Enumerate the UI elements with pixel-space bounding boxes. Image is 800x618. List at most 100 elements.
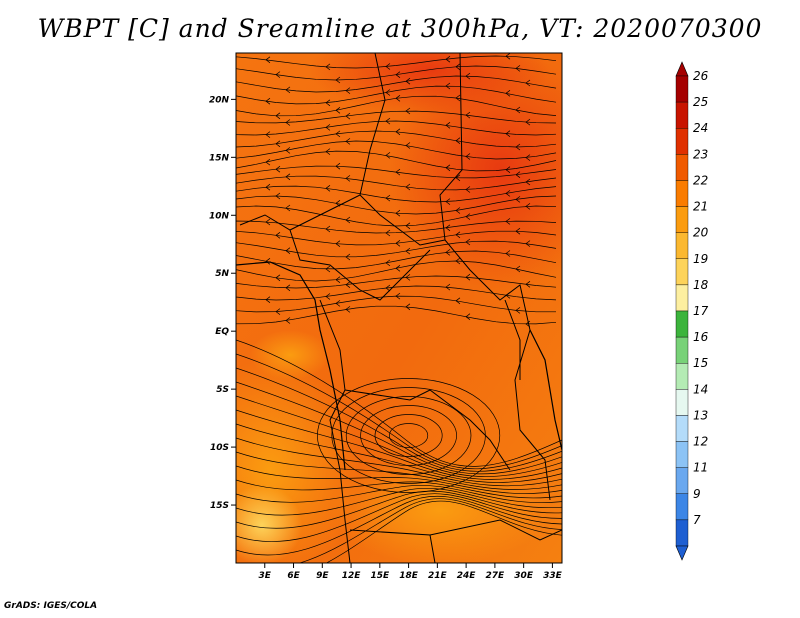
streamline-arrow: [385, 229, 391, 237]
streamline-arrow: [515, 196, 521, 203]
colorbar-label: 19: [693, 252, 708, 266]
streamline-arrow: [525, 154, 531, 161]
streamline-arrow: [275, 274, 281, 282]
streamline-arrow: [455, 174, 461, 182]
streamline: [236, 451, 562, 490]
streamline-arrow: [285, 247, 291, 254]
y-tick-label: 5N: [215, 269, 229, 279]
streamline-arrow: [275, 192, 281, 200]
streamline-vortex: [374, 414, 443, 457]
colorbar-swatch: [675, 363, 689, 390]
x-tick-label: 6E: [287, 571, 300, 581]
streamline-arrow: [325, 99, 331, 107]
streamline-arrow: [265, 296, 271, 303]
streamline: [236, 140, 557, 160]
y-tick-label: 5S: [216, 385, 229, 395]
streamline-arrow: [345, 216, 351, 224]
streamline-arrow: [455, 297, 461, 305]
streamline-arrow: [325, 124, 331, 131]
streamline-arrow: [275, 232, 281, 239]
colorbar-label: 11: [693, 461, 708, 475]
colorbar-swatch: [675, 232, 689, 259]
colorbar-label: 24: [693, 121, 708, 135]
colorbar-label: 7: [693, 513, 701, 527]
streamline-arrow: [445, 198, 451, 205]
streamline-arrow: [445, 249, 451, 256]
streamline-arrow: [325, 148, 331, 155]
streamline: [236, 485, 562, 503]
shading-warm-w: [250, 330, 330, 380]
streamline-arrow: [385, 152, 391, 159]
streamline-arrow: [345, 281, 351, 288]
x-tick-label: 15E: [370, 571, 390, 581]
streamline-arrow: [505, 250, 511, 257]
streamline-arrow: [445, 164, 451, 172]
streamline: [236, 487, 562, 516]
streamline-arrow: [345, 138, 351, 145]
x-tick-label: 18E: [399, 571, 419, 581]
streamline-arrow: [405, 107, 411, 115]
streamline-arrow: [265, 131, 271, 138]
streamline: [236, 175, 557, 191]
colorbar-label: 22: [693, 173, 708, 187]
streamline-arrow: [525, 240, 531, 247]
streamline-arrow: [275, 140, 281, 148]
streamline-arrow: [465, 238, 471, 246]
streamline-arrow: [505, 190, 511, 197]
streamline-arrow: [275, 308, 281, 315]
streamline-arrow: [525, 281, 531, 288]
streamline: [236, 367, 562, 472]
streamline-arrow: [285, 119, 291, 126]
streamline-arrow: [445, 224, 451, 232]
streamline: [236, 110, 557, 124]
streamline-arrow: [515, 265, 521, 273]
streamline: [236, 260, 557, 282]
streamline-arrow: [405, 183, 411, 191]
streamline-arrow: [445, 122, 451, 129]
streamline-arrow: [265, 258, 271, 265]
streamline-arrow: [465, 72, 471, 80]
x-tick-label: 30E: [514, 571, 534, 581]
streamline-arrow: [465, 273, 471, 281]
streamline-arrow: [345, 306, 351, 313]
streamline-arrow: [515, 171, 521, 178]
streamline-arrow: [445, 55, 451, 63]
streamline: [236, 353, 562, 470]
colorbar-label: 9: [693, 487, 701, 501]
streamline-arrow: [335, 130, 341, 138]
colorbar-swatch: [675, 310, 689, 338]
streamline: [236, 465, 562, 494]
streamline-arrow: [335, 300, 341, 307]
streamline-arrow: [395, 265, 401, 272]
colorbar-swatch: [675, 180, 689, 207]
streamline-arrow: [455, 207, 461, 214]
colorbar-label: 17: [693, 304, 709, 318]
streamline-arrow: [455, 231, 461, 239]
streamline: [236, 195, 557, 215]
streamline: [236, 490, 562, 529]
streamline-arrow: [465, 313, 471, 320]
streamline-arrow: [515, 227, 521, 235]
streamline: [236, 479, 562, 499]
streamline-arrow: [265, 183, 271, 191]
streamline-arrow: [285, 317, 291, 324]
colorbar-label: 23: [693, 147, 708, 161]
streamline-arrow: [505, 90, 511, 97]
streamline-arrow: [405, 303, 411, 311]
y-tick-label: 20N: [209, 95, 230, 105]
streamline-arrow: [505, 53, 511, 60]
colorbar-label: 15: [693, 356, 708, 370]
colorbar-swatch: [675, 389, 689, 416]
x-axis: 3E 6E 9E 12E 15E 18E 21E 24E 27E 30E 33E: [259, 563, 563, 581]
streamline-arrow: [385, 194, 391, 202]
streamline-arrow: [275, 165, 281, 173]
streamline-arrow: [525, 178, 531, 186]
colorbar-label: 25: [693, 95, 708, 109]
colorbar-swatch: [675, 493, 689, 521]
y-tick-label: 15S: [210, 501, 229, 511]
x-tick-label: 27E: [486, 571, 506, 581]
colorbar-swatch: [675, 284, 689, 312]
streamline: [236, 240, 557, 258]
map-frame: [235, 52, 563, 564]
streamline-arrow: [345, 87, 351, 94]
